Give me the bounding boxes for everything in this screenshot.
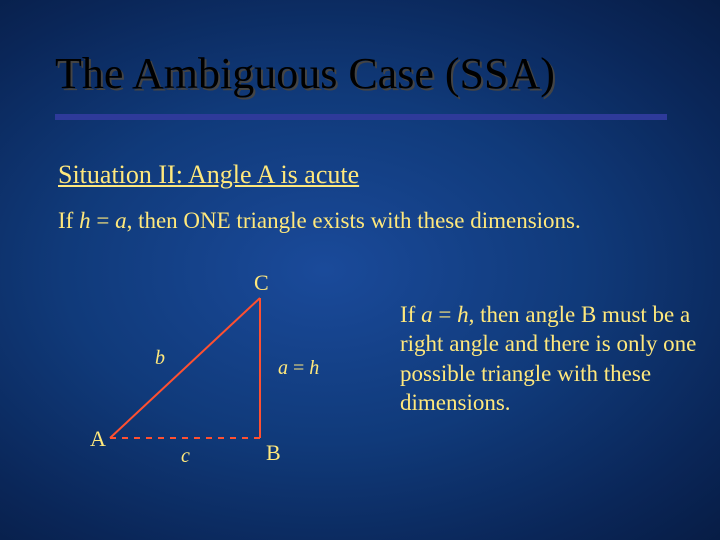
cond-pre: If xyxy=(58,208,79,233)
svg-text:a = h: a = h xyxy=(278,357,319,379)
svg-text:B: B xyxy=(266,440,281,465)
cond-h: h xyxy=(79,208,91,233)
svg-text:c: c xyxy=(181,445,190,467)
exp-h: h xyxy=(457,302,469,327)
subtitle: Situation II: Angle A is acute xyxy=(58,160,359,190)
slide-title: The Ambiguous Case (SSA) xyxy=(55,48,555,99)
title-underline-rule xyxy=(55,114,667,120)
cond-post: , then ONE triangle exists with these di… xyxy=(127,208,581,233)
exp-eq: = xyxy=(433,302,457,327)
cond-eq: = xyxy=(91,208,115,233)
exp-a: a xyxy=(421,302,433,327)
triangle-diagram: CABbca = h xyxy=(90,278,350,468)
svg-text:b: b xyxy=(155,347,165,369)
exp-pre: If xyxy=(400,302,421,327)
cond-a: a xyxy=(115,208,127,233)
condition-line: If h = a, then ONE triangle exists with … xyxy=(58,208,581,234)
explanation-text: If a = h, then angle B must be a right a… xyxy=(400,300,700,418)
svg-text:A: A xyxy=(90,426,106,451)
svg-text:C: C xyxy=(254,270,269,295)
